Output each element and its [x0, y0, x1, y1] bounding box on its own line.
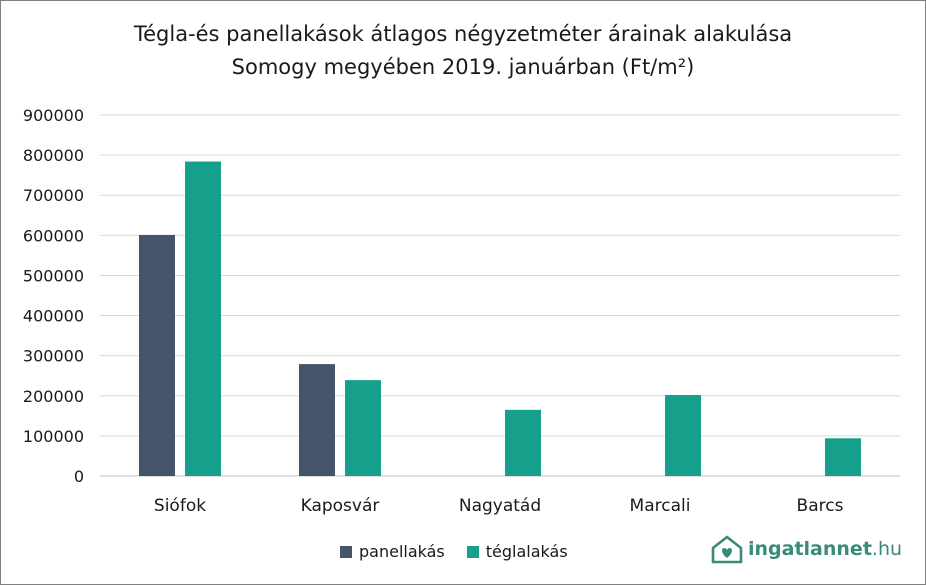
y-tick-label: 500000 — [23, 266, 84, 285]
y-axis-tick-labels: 0 100000 200000 300000 400000 500000 600000 700… — [23, 106, 84, 486]
bar-panel — [139, 234, 175, 476]
chart-title-line-2: Somogy megyében 2019. januárban (Ft/m²) — [231, 55, 695, 79]
gridlines — [100, 114, 900, 477]
legend: panellakás téglalakás — [340, 542, 590, 561]
y-tick-label: 800000 — [23, 146, 84, 165]
y-tick-label: 100000 — [23, 427, 84, 446]
x-tick-label: Siófok — [154, 496, 206, 516]
logo-text: ingatlannet — [748, 538, 872, 560]
house-heart-icon — [711, 535, 743, 564]
y-tick-label: 400000 — [23, 307, 84, 326]
bar-tegla — [345, 380, 381, 476]
y-tick-label: 0 — [74, 467, 84, 486]
bars — [139, 161, 861, 477]
legend-item-tegla: téglalakás — [466, 542, 568, 561]
y-tick-label: 900000 — [23, 106, 84, 125]
x-tick-label: Kaposvár — [301, 496, 380, 516]
legend-label-panel: panellakás — [359, 542, 445, 561]
y-tick-label: 200000 — [23, 387, 84, 406]
y-tick-label: 300000 — [23, 347, 84, 366]
bar-tegla — [505, 409, 541, 476]
bar-tegla — [825, 438, 861, 476]
legend-item-panel: panellakás — [340, 542, 445, 561]
bar-tegla — [185, 161, 221, 477]
chart-title: Tégla-és panellakások átlagos négyzetmét… — [0, 18, 926, 84]
y-tick-label: 700000 — [23, 186, 84, 205]
x-tick-label: Barcs — [797, 496, 844, 516]
x-tick-label: Marcali — [630, 496, 691, 516]
chart-title-line-1: Tégla-és panellakások átlagos négyzetmét… — [133, 22, 793, 46]
x-axis-tick-labels: Siófok Kaposvár Nagyatád Marcali Barcs — [154, 496, 844, 516]
legend-swatch-tegla — [466, 545, 479, 558]
legend-swatch-panel — [340, 545, 352, 558]
legend-label-tegla: téglalakás — [485, 542, 568, 561]
logo-tld: .hu — [871, 538, 903, 560]
x-tick-label: Nagyatád — [459, 496, 541, 516]
ingatlannet-logo: ingatlannet .hu — [710, 534, 902, 564]
bar-tegla — [665, 394, 701, 476]
bar-panel — [299, 364, 335, 476]
y-tick-label: 600000 — [23, 226, 84, 245]
